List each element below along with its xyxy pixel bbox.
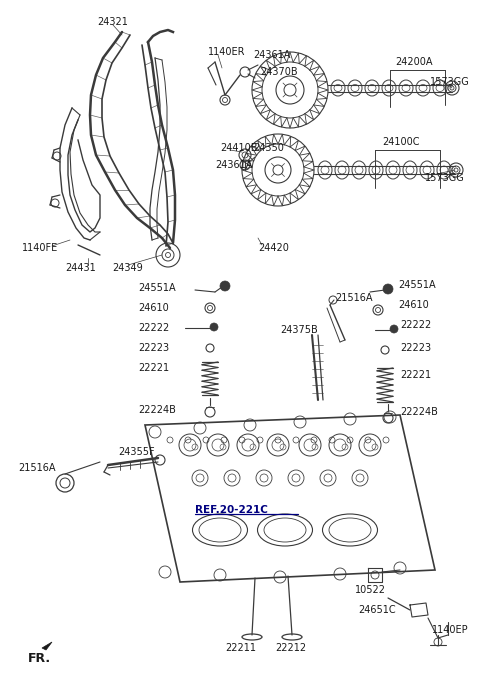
Text: 22221: 22221: [400, 370, 431, 380]
Text: 22212: 22212: [275, 643, 306, 653]
Text: 22223: 22223: [138, 343, 169, 353]
Text: 24349: 24349: [112, 263, 143, 273]
Text: 22222: 22222: [138, 323, 169, 333]
Text: 24410B: 24410B: [220, 143, 257, 153]
Text: 22224B: 22224B: [138, 405, 176, 415]
Text: 1140FE: 1140FE: [22, 243, 58, 253]
Text: 24431: 24431: [65, 263, 96, 273]
Text: 22224B: 22224B: [400, 407, 438, 417]
Text: 24420: 24420: [258, 243, 289, 253]
Text: 24361A: 24361A: [215, 160, 252, 170]
Text: 24551A: 24551A: [398, 280, 436, 290]
Text: 24610: 24610: [398, 300, 429, 310]
Circle shape: [390, 325, 398, 333]
Text: 21516A: 21516A: [18, 463, 56, 473]
Circle shape: [220, 281, 230, 291]
Polygon shape: [42, 642, 52, 650]
Text: 24651C: 24651C: [358, 605, 396, 615]
Text: 1140EP: 1140EP: [432, 625, 468, 635]
Text: REF.20-221C: REF.20-221C: [195, 505, 268, 515]
Text: 24200A: 24200A: [395, 57, 432, 67]
Text: 24375B: 24375B: [280, 325, 318, 335]
Circle shape: [383, 284, 393, 294]
Text: 24321: 24321: [97, 17, 129, 27]
Text: 1573GG: 1573GG: [430, 77, 470, 87]
Text: 22223: 22223: [400, 343, 431, 353]
Text: 24361A: 24361A: [253, 50, 290, 60]
Text: 10522: 10522: [355, 585, 386, 595]
Text: 22221: 22221: [138, 363, 169, 373]
Text: 22211: 22211: [225, 643, 256, 653]
Circle shape: [210, 323, 218, 331]
Text: 21516A: 21516A: [335, 293, 372, 303]
Text: 24610: 24610: [138, 303, 169, 313]
Text: 24350: 24350: [253, 143, 284, 153]
Text: 24100C: 24100C: [382, 137, 420, 147]
Text: 24551A: 24551A: [138, 283, 176, 293]
Text: 22222: 22222: [400, 320, 431, 330]
Text: FR.: FR.: [28, 651, 51, 664]
Text: 1573GG: 1573GG: [425, 173, 465, 183]
Text: 1140ER: 1140ER: [208, 47, 245, 57]
Text: 24370B: 24370B: [260, 67, 298, 77]
Text: 24355F: 24355F: [118, 447, 155, 457]
